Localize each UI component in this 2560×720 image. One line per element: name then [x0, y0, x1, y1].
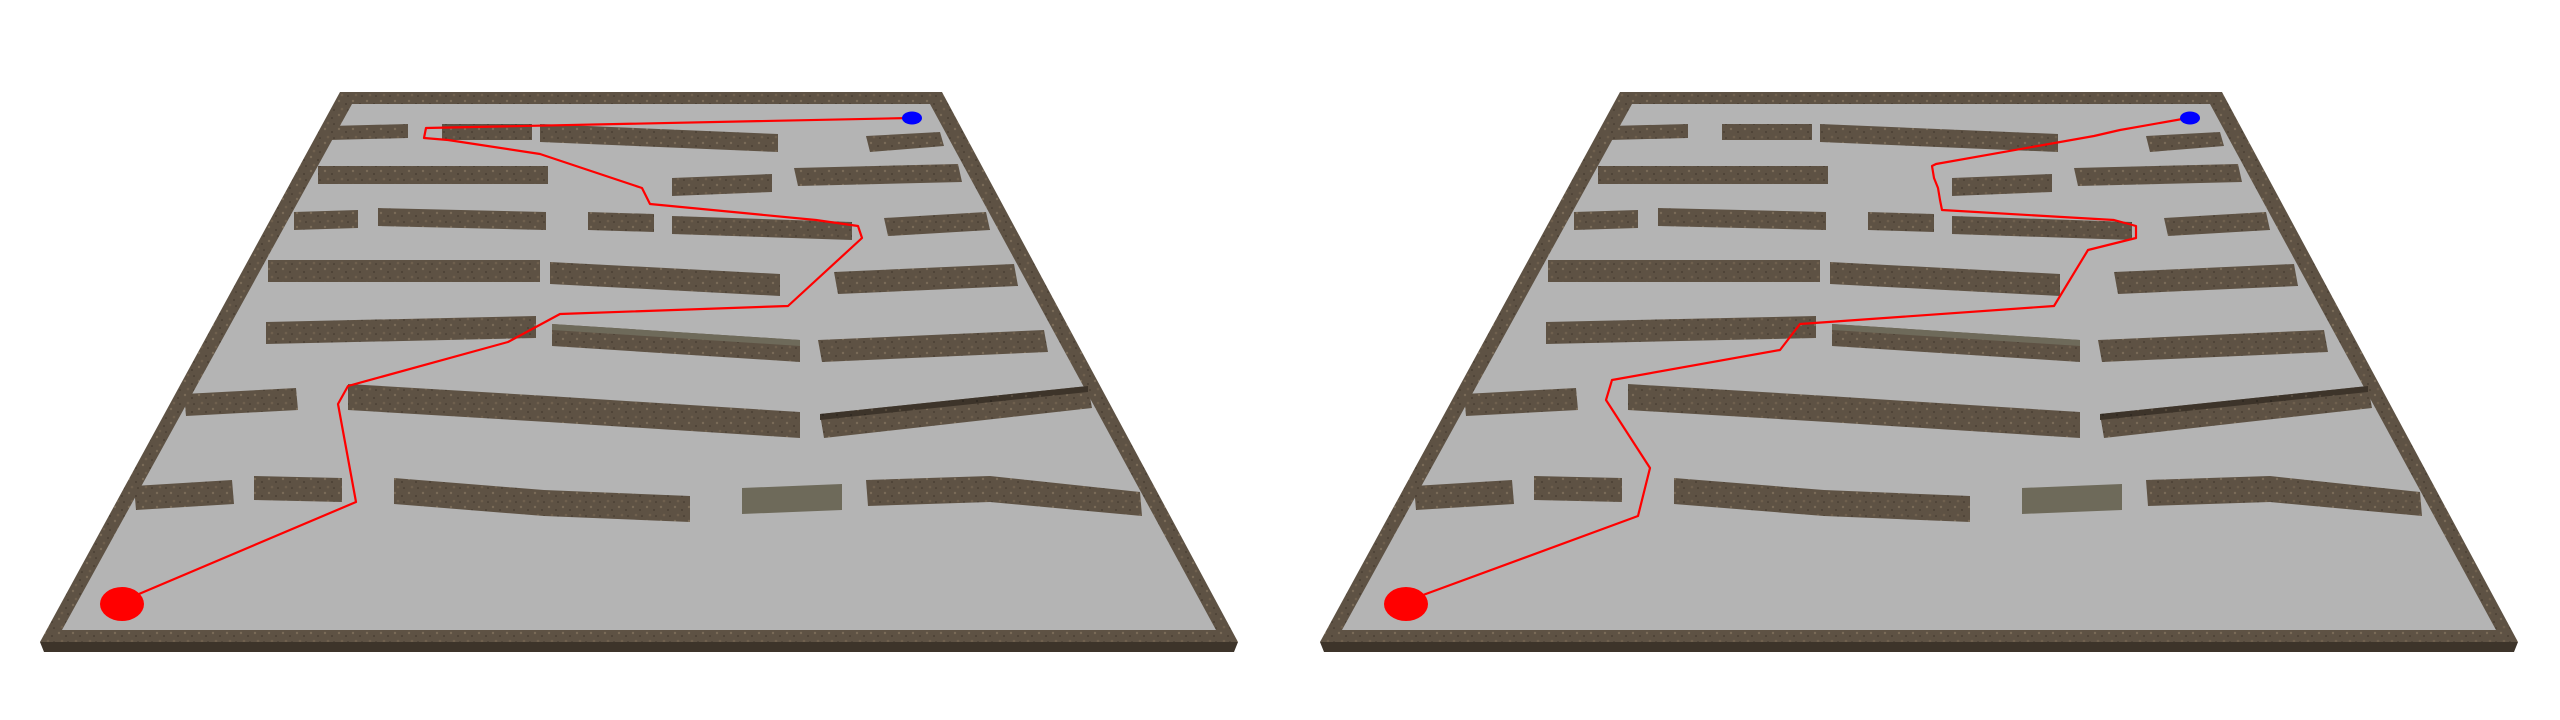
path-line-left [119, 116, 911, 604]
path-line-right [1403, 116, 2189, 604]
goal-marker-right [2180, 111, 2200, 125]
maze-walls-left [40, 92, 1238, 652]
start-marker-right [1384, 587, 1428, 621]
maze-board-left [40, 92, 1238, 652]
start-marker-left [100, 587, 144, 621]
maze-board-right [1320, 92, 2518, 652]
goal-marker-left [902, 111, 922, 125]
